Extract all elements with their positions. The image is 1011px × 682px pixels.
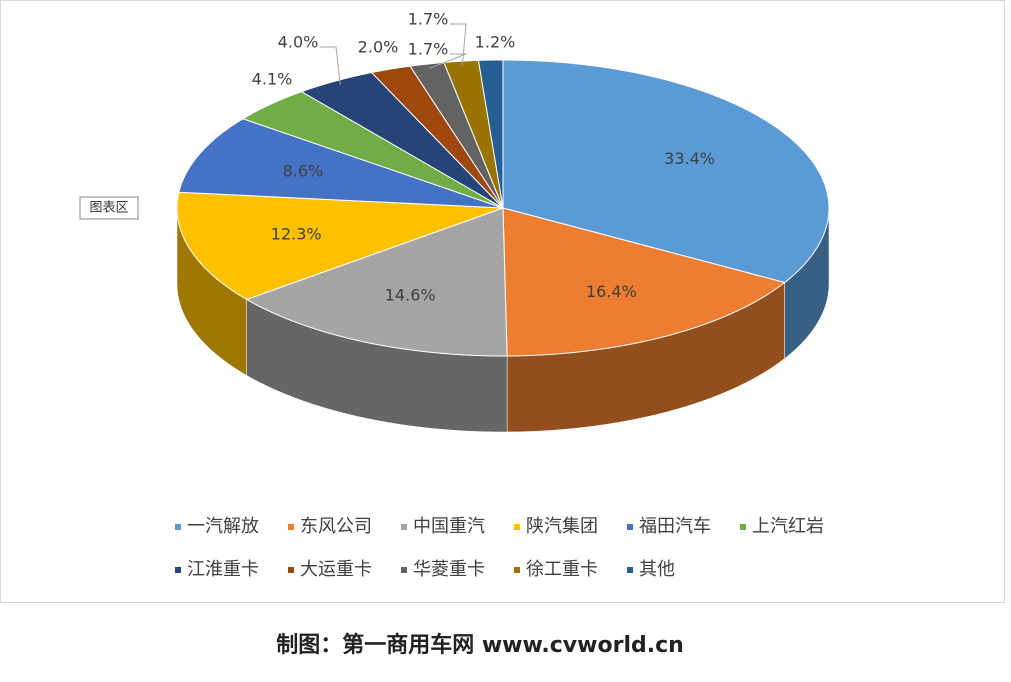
legend-marker xyxy=(401,567,407,573)
legend-marker xyxy=(288,524,294,530)
legend-marker xyxy=(401,524,407,530)
legend-label: 江淮重卡 xyxy=(187,559,259,580)
data-label: 12.3% xyxy=(271,224,322,243)
pie-slice xyxy=(176,191,504,300)
data-label: 4.0% xyxy=(278,33,319,52)
pie-slice xyxy=(502,207,786,357)
legend-label: 其他 xyxy=(639,559,675,580)
legend-label: 一汽解放 xyxy=(187,516,259,537)
data-label: 1.7% xyxy=(408,40,449,59)
caption: 制图：第一商用车网 www.cvworld.cn xyxy=(276,632,684,658)
data-label: 4.1% xyxy=(252,70,293,89)
pie-slice xyxy=(502,59,830,284)
data-label: 1.2% xyxy=(475,33,516,52)
data-label: 2.0% xyxy=(358,38,399,57)
legend-marker xyxy=(627,567,633,573)
pie-slice xyxy=(300,71,504,209)
legend-marker xyxy=(288,567,294,573)
legend-label: 中国重汽 xyxy=(413,516,485,537)
tooltip-box xyxy=(79,196,139,220)
data-label: 14.6% xyxy=(385,286,436,305)
pie: 33.4% 16.4% 14.6% 12.3% 8.6% 4.1% 4.0% 2.0% 1.7%… xyxy=(176,10,830,433)
tooltip: 图表区 xyxy=(89,201,128,216)
legend-label: 福田汽车 xyxy=(639,516,711,537)
data-label: 1.7% xyxy=(408,10,449,29)
legend-label: 陕汽集团 xyxy=(526,516,598,537)
legend-marker xyxy=(514,567,520,573)
legend-label: 华菱重卡 xyxy=(413,559,485,580)
legend-label: 徐工重卡 xyxy=(526,559,598,580)
legend-marker xyxy=(514,524,520,530)
leader-line xyxy=(450,23,467,66)
pie-slice xyxy=(241,91,504,209)
legend-label: 上汽红岩 xyxy=(752,516,824,537)
leader-line xyxy=(428,53,467,69)
pie-slice xyxy=(178,118,504,209)
data-label: 8.6% xyxy=(283,162,324,181)
legend-marker xyxy=(175,524,181,530)
legend-label: 大运重卡 xyxy=(300,559,372,580)
pie-slice xyxy=(245,207,508,357)
leader-line xyxy=(320,46,341,85)
legend-marker xyxy=(627,524,633,530)
legend-label: 东风公司 xyxy=(300,516,372,537)
data-label: 16.4% xyxy=(586,282,637,301)
legend-marker xyxy=(740,524,746,530)
pie-slice xyxy=(477,59,504,209)
data-label: 33.4% xyxy=(664,149,715,168)
legend-marker xyxy=(175,567,181,573)
